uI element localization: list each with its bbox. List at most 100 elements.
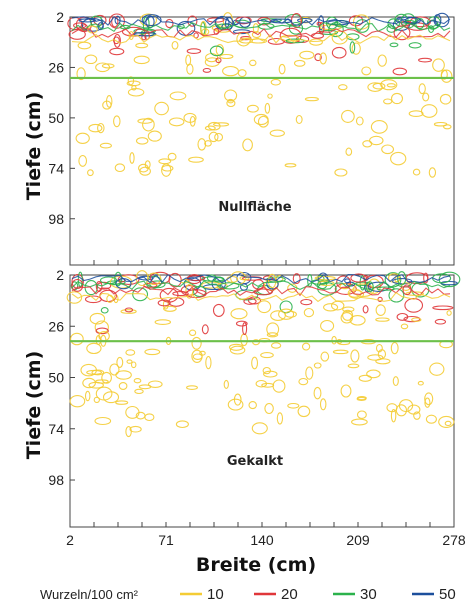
contour-ring	[229, 345, 246, 355]
contour-ring	[113, 115, 121, 128]
contour-band	[71, 22, 451, 33]
contour-ring	[266, 332, 279, 338]
contour-ring	[246, 104, 259, 113]
contour-ring	[351, 42, 361, 55]
contour-ring	[411, 317, 422, 322]
contour-ring	[270, 78, 281, 86]
contour-ring	[126, 359, 133, 364]
contour-ring	[130, 361, 137, 369]
contour-ring	[443, 124, 452, 130]
contour-ring	[224, 89, 238, 102]
contour-ring	[386, 83, 396, 88]
contour-ring	[144, 160, 151, 169]
contour-ring	[95, 62, 111, 73]
contour-ring	[111, 16, 119, 28]
contour-ring	[264, 402, 274, 415]
contour-ring	[345, 147, 353, 156]
contour-band	[71, 280, 451, 291]
contour-ring	[316, 21, 322, 26]
contour-ring	[205, 355, 212, 370]
contour-ring	[276, 412, 284, 425]
contour-ring	[383, 98, 393, 105]
y-tick-label: 26	[48, 59, 64, 75]
contour-ring	[66, 291, 83, 304]
contour-ring	[341, 109, 355, 123]
contour-ring	[375, 343, 383, 353]
contour-ring	[139, 13, 158, 27]
contour-ring	[352, 283, 375, 298]
contour-ring	[86, 342, 102, 355]
contour-ring	[95, 386, 113, 401]
y-tick-label: 2	[56, 9, 64, 25]
y-axis-label-top: Tiefe (cm)	[23, 92, 45, 201]
contour-ring	[395, 404, 408, 417]
contour-ring	[77, 41, 92, 50]
legend-title: Wurzeln/100 cm²	[40, 587, 139, 602]
contour-ring	[292, 273, 301, 285]
contour-ring	[215, 57, 222, 64]
contour-ring	[209, 45, 224, 57]
contour-ring	[129, 425, 142, 433]
contour-ring	[428, 167, 437, 178]
y-tick-label: 26	[48, 318, 64, 334]
contour-ring	[91, 369, 105, 376]
contour-band	[71, 291, 451, 303]
contour-ring	[390, 408, 397, 423]
contour-ring	[361, 66, 372, 76]
contour-ring	[219, 53, 234, 60]
contour-ring	[257, 115, 269, 128]
contour-ring	[163, 305, 177, 312]
contour-ring	[267, 93, 273, 99]
contour-ring	[331, 46, 347, 59]
contour-ring	[154, 319, 172, 325]
contour-ring	[100, 307, 109, 314]
contour-ring	[134, 388, 144, 395]
contour-ring	[135, 411, 146, 420]
contour-ring	[313, 386, 322, 400]
contour-ring	[105, 95, 113, 108]
contour-ring	[348, 289, 365, 299]
contour-ring	[309, 38, 323, 46]
contour-ring	[354, 19, 370, 33]
contour-ring	[201, 28, 210, 36]
contour-ring	[251, 356, 259, 370]
contour-ring	[297, 17, 313, 23]
contour-ring	[433, 121, 448, 127]
contour-ring	[157, 299, 171, 307]
contour-ring	[252, 279, 265, 290]
contour-ring	[185, 283, 194, 299]
contour-ring	[192, 353, 203, 360]
contour-ring	[264, 102, 271, 114]
contour-ring	[434, 318, 447, 325]
contour-ring	[272, 379, 286, 393]
contour-ring	[260, 352, 274, 359]
contour-ring	[185, 54, 192, 66]
contour-ring	[390, 341, 399, 355]
contour-ring	[99, 142, 112, 149]
contour-ring	[87, 169, 94, 177]
contour-ring	[71, 274, 84, 289]
contour-ring	[340, 384, 352, 398]
contour-ring	[253, 113, 269, 126]
contour-ring	[133, 378, 142, 384]
contour-ring	[350, 273, 367, 283]
x-tick-label: 71	[158, 532, 174, 548]
contour-ring	[393, 25, 411, 41]
contour-ring	[223, 379, 229, 389]
contour-ring	[224, 17, 234, 30]
contour-ring	[332, 349, 349, 355]
contour-ring	[116, 356, 124, 368]
contour-ring	[86, 369, 103, 375]
contour-ring	[257, 300, 272, 314]
contour-ring	[278, 308, 295, 320]
contour-ring	[167, 152, 177, 161]
contour-ring	[369, 135, 384, 146]
contour-ring	[319, 398, 327, 411]
contour-ring	[299, 50, 315, 60]
x-axis-label: Breite (cm)	[196, 554, 316, 576]
contour-ring	[141, 14, 162, 27]
contour-ring	[270, 342, 282, 349]
panel-label-nullflaeche: Nullfläche	[218, 200, 291, 215]
contour-ring	[314, 53, 322, 62]
contour-ring	[171, 40, 179, 50]
